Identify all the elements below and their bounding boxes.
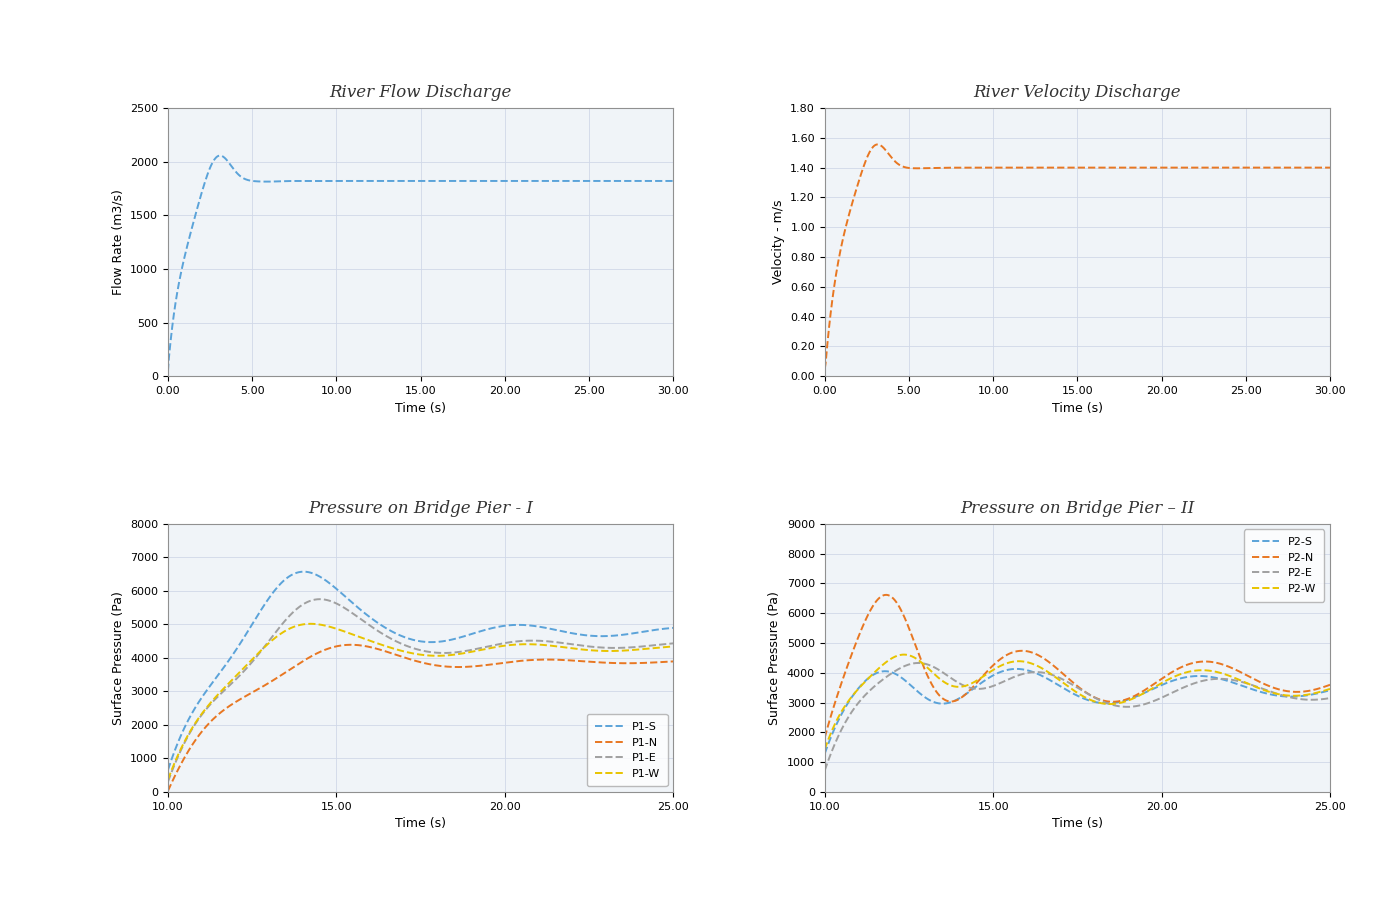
P1-S bbox=[498, 620, 515, 631]
P1-E bbox=[160, 777, 176, 788]
Line: P1-S: P1-S bbox=[168, 572, 673, 770]
P2-S bbox=[1114, 696, 1131, 706]
P2-N bbox=[948, 696, 965, 706]
Y-axis label: Surface Pressure (Pa): Surface Pressure (Pa) bbox=[112, 591, 125, 725]
P1-E bbox=[311, 594, 328, 605]
P1-S bbox=[160, 764, 176, 775]
P2-E bbox=[906, 658, 923, 669]
P2-N bbox=[1155, 672, 1172, 683]
P1-W bbox=[498, 640, 515, 651]
P1-N bbox=[389, 650, 406, 661]
P2-E bbox=[910, 658, 927, 669]
Title: River Flow Discharge: River Flow Discharge bbox=[329, 84, 512, 101]
P1-S bbox=[295, 566, 312, 577]
Title: Pressure on Bridge Pier - I: Pressure on Bridge Pier - I bbox=[308, 500, 533, 517]
P1-E bbox=[290, 603, 307, 614]
P1-S bbox=[665, 623, 682, 634]
P1-N bbox=[343, 639, 360, 650]
X-axis label: Time (s): Time (s) bbox=[395, 401, 447, 415]
P2-E bbox=[1155, 692, 1172, 703]
X-axis label: Time (s): Time (s) bbox=[1051, 401, 1103, 415]
P2-N bbox=[907, 639, 924, 650]
P1-N bbox=[540, 654, 557, 665]
P2-S bbox=[906, 683, 923, 694]
Line: P2-E: P2-E bbox=[825, 663, 1330, 770]
P2-W bbox=[816, 744, 833, 755]
P2-E bbox=[1197, 675, 1214, 686]
P2-W bbox=[1046, 670, 1063, 681]
P2-W bbox=[896, 649, 913, 660]
P1-E bbox=[458, 645, 475, 656]
P1-N bbox=[249, 684, 266, 695]
Title: River Velocity Discharge: River Velocity Discharge bbox=[973, 84, 1182, 101]
P1-S bbox=[249, 610, 266, 621]
P1-W bbox=[540, 640, 557, 651]
P1-E bbox=[389, 636, 406, 647]
P1-N bbox=[290, 659, 307, 670]
P1-W bbox=[458, 647, 475, 658]
P2-N bbox=[1322, 680, 1338, 690]
P2-W bbox=[1322, 683, 1338, 694]
Line: P2-N: P2-N bbox=[825, 595, 1330, 737]
P1-W bbox=[665, 641, 682, 652]
P2-W bbox=[948, 681, 965, 692]
Line: P2-W: P2-W bbox=[825, 654, 1330, 750]
P2-N bbox=[878, 590, 895, 600]
P1-W bbox=[302, 618, 319, 629]
P2-W bbox=[907, 652, 924, 663]
P1-N bbox=[160, 786, 176, 796]
P2-W bbox=[1197, 665, 1214, 676]
P2-N bbox=[816, 732, 833, 742]
P1-E bbox=[249, 650, 266, 661]
P1-E bbox=[665, 638, 682, 649]
P1-W bbox=[389, 644, 406, 655]
P1-W bbox=[160, 774, 176, 785]
Title: Pressure on Bridge Pier – II: Pressure on Bridge Pier – II bbox=[960, 500, 1194, 517]
P1-S bbox=[458, 630, 475, 641]
P2-S bbox=[1046, 677, 1063, 688]
Line: P1-N: P1-N bbox=[168, 644, 673, 791]
X-axis label: Time (s): Time (s) bbox=[1051, 817, 1103, 831]
P1-N bbox=[498, 657, 515, 668]
P1-E bbox=[498, 637, 515, 648]
P2-E bbox=[1114, 701, 1131, 712]
P1-S bbox=[389, 629, 406, 640]
Y-axis label: Surface Pressure (Pa): Surface Pressure (Pa) bbox=[769, 591, 781, 725]
Line: P1-E: P1-E bbox=[168, 599, 673, 782]
P2-S bbox=[1008, 663, 1025, 674]
P1-N bbox=[665, 656, 682, 667]
P2-S bbox=[816, 748, 833, 759]
P2-N bbox=[1114, 695, 1131, 706]
P2-S bbox=[1197, 670, 1214, 681]
P2-S bbox=[1155, 680, 1172, 690]
Line: P1-W: P1-W bbox=[168, 624, 673, 779]
P1-W bbox=[249, 649, 266, 660]
P2-S bbox=[1322, 685, 1338, 696]
P2-E bbox=[1322, 693, 1338, 704]
Y-axis label: Flow Rate (m3/s): Flow Rate (m3/s) bbox=[112, 189, 125, 295]
P2-W bbox=[1114, 697, 1131, 707]
P1-N bbox=[458, 662, 475, 672]
Legend: P2-S, P2-N, P2-E, P2-W: P2-S, P2-N, P2-E, P2-W bbox=[1243, 529, 1324, 601]
P1-W bbox=[290, 620, 307, 631]
P2-S bbox=[946, 696, 963, 706]
P1-E bbox=[540, 636, 557, 647]
Y-axis label: Velocity - m/s: Velocity - m/s bbox=[771, 200, 785, 284]
P1-S bbox=[290, 567, 307, 578]
P2-E bbox=[948, 676, 965, 687]
P2-W bbox=[1155, 677, 1172, 688]
P2-E bbox=[816, 765, 833, 776]
Line: P2-S: P2-S bbox=[825, 669, 1330, 753]
P2-E bbox=[1046, 670, 1063, 681]
P2-N bbox=[1197, 656, 1214, 667]
Legend: P1-S, P1-N, P1-E, P1-W: P1-S, P1-N, P1-E, P1-W bbox=[587, 715, 668, 787]
X-axis label: Time (s): Time (s) bbox=[395, 817, 447, 831]
P2-N bbox=[1046, 661, 1063, 671]
P1-S bbox=[540, 623, 557, 634]
